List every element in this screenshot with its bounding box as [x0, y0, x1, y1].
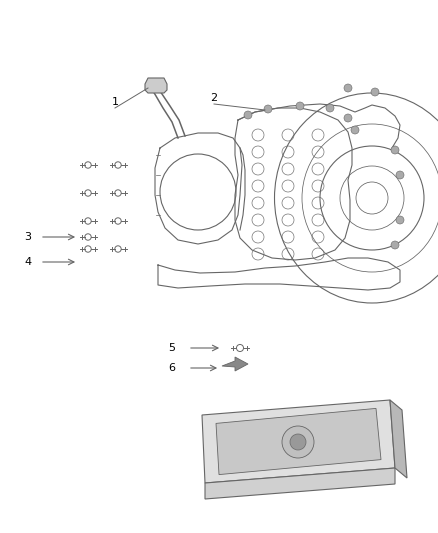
Circle shape [396, 216, 404, 224]
Polygon shape [222, 357, 248, 371]
Circle shape [391, 241, 399, 249]
Polygon shape [205, 468, 395, 499]
Text: 3: 3 [25, 232, 32, 242]
Circle shape [344, 84, 352, 92]
Text: 5: 5 [169, 343, 176, 353]
Text: 2: 2 [210, 93, 218, 103]
Circle shape [351, 126, 359, 134]
Circle shape [264, 105, 272, 113]
Circle shape [282, 426, 314, 458]
Circle shape [371, 88, 379, 96]
Circle shape [244, 111, 252, 119]
Circle shape [296, 102, 304, 110]
Circle shape [290, 434, 306, 450]
Circle shape [396, 171, 404, 179]
Circle shape [344, 114, 352, 122]
Polygon shape [145, 78, 167, 93]
Polygon shape [216, 408, 381, 474]
Circle shape [326, 104, 334, 112]
Circle shape [391, 146, 399, 154]
Polygon shape [390, 400, 407, 478]
Text: 4: 4 [25, 257, 32, 267]
Text: 6: 6 [169, 363, 176, 373]
Text: 1: 1 [112, 97, 119, 107]
Polygon shape [202, 400, 395, 483]
